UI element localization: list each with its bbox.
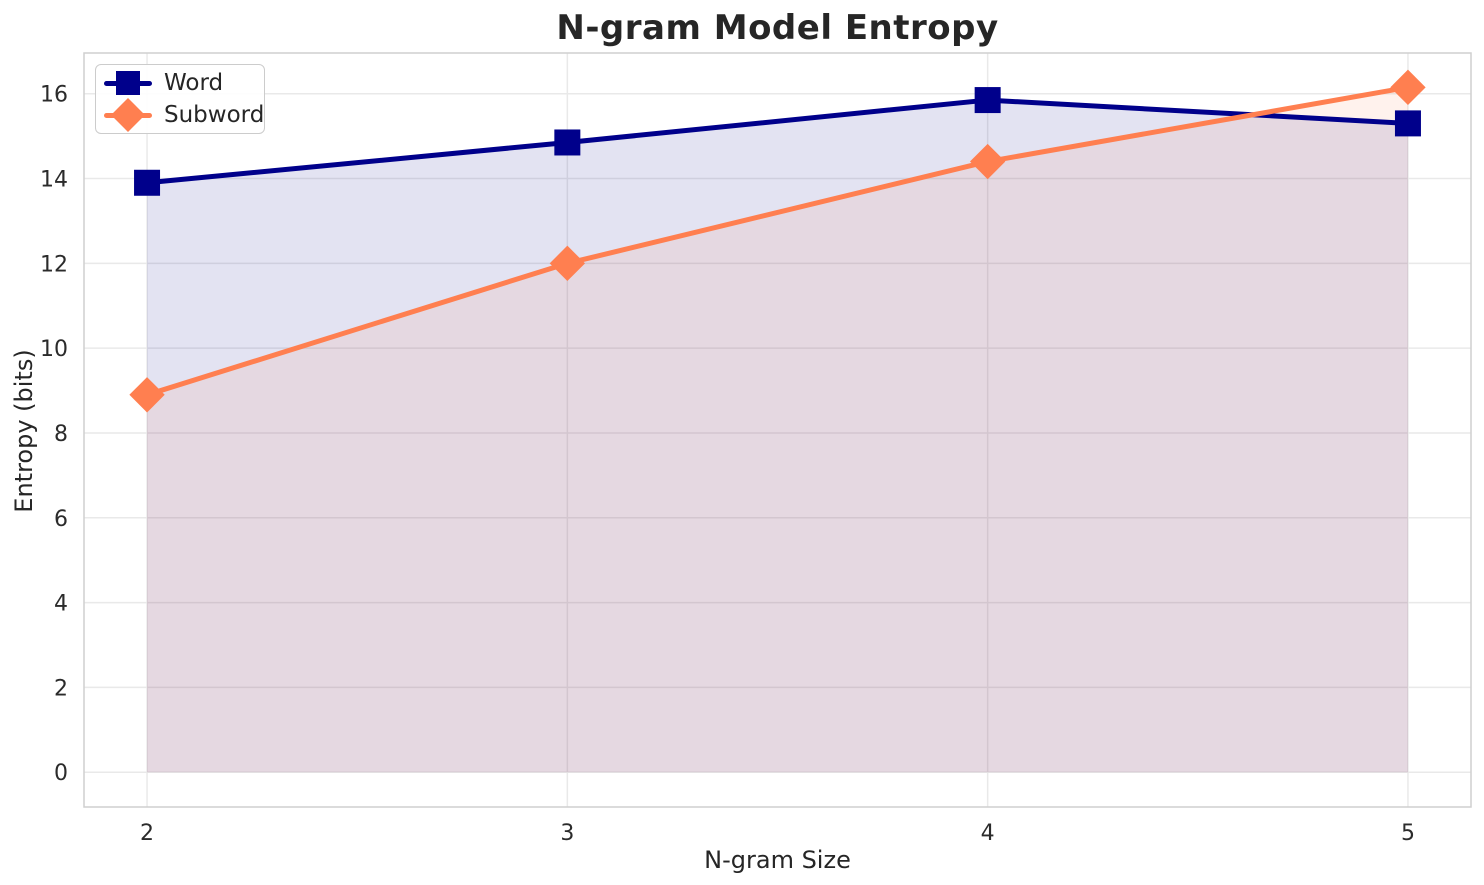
series-line-word (144, 97, 1411, 186)
chart-title: N-gram Model Entropy (556, 8, 999, 48)
data-point-word (1394, 110, 1421, 137)
data-point-subword (969, 143, 1006, 180)
legend-entry-word: Word (104, 67, 256, 99)
area-fill-subword (147, 87, 1408, 773)
y-tick-label: 8 (54, 422, 68, 447)
legend-sample-word (104, 67, 152, 99)
legend: Word Subword (95, 64, 265, 134)
series-line-subword (144, 84, 1411, 398)
subword-diamond-marker-icon (111, 98, 145, 132)
y-tick-label: 14 (40, 168, 68, 193)
data-point-subword (129, 377, 165, 413)
data-point-word (974, 87, 1001, 114)
x-tick-label: 5 (1401, 821, 1415, 846)
area-fill-word (147, 100, 1408, 773)
y-tick-label: 4 (54, 592, 68, 617)
x-tick-label: 2 (140, 821, 154, 846)
y-axis-label: Entropy (bits) (10, 349, 38, 513)
y-tick-label: 10 (40, 337, 68, 362)
plot-border (83, 52, 1472, 808)
x-tick-label: 4 (981, 821, 995, 846)
y-tick-label: 0 (54, 761, 68, 786)
legend-label-word: Word (164, 70, 224, 96)
y-tick-label: 12 (40, 252, 68, 277)
y-tick-label: 2 (54, 676, 68, 701)
x-axis-label: N-gram Size (704, 846, 851, 874)
y-tick-label: 6 (54, 507, 68, 532)
legend-entry-subword: Subword (104, 98, 264, 132)
legend-label-subword: Subword (164, 102, 265, 128)
data-point-word (134, 169, 161, 196)
y-tick-label: 16 (40, 83, 68, 108)
legend-sample-subword (104, 98, 152, 132)
x-tick-label: 3 (560, 821, 574, 846)
data-point-word (554, 129, 581, 156)
word-square-marker-icon (116, 71, 140, 95)
